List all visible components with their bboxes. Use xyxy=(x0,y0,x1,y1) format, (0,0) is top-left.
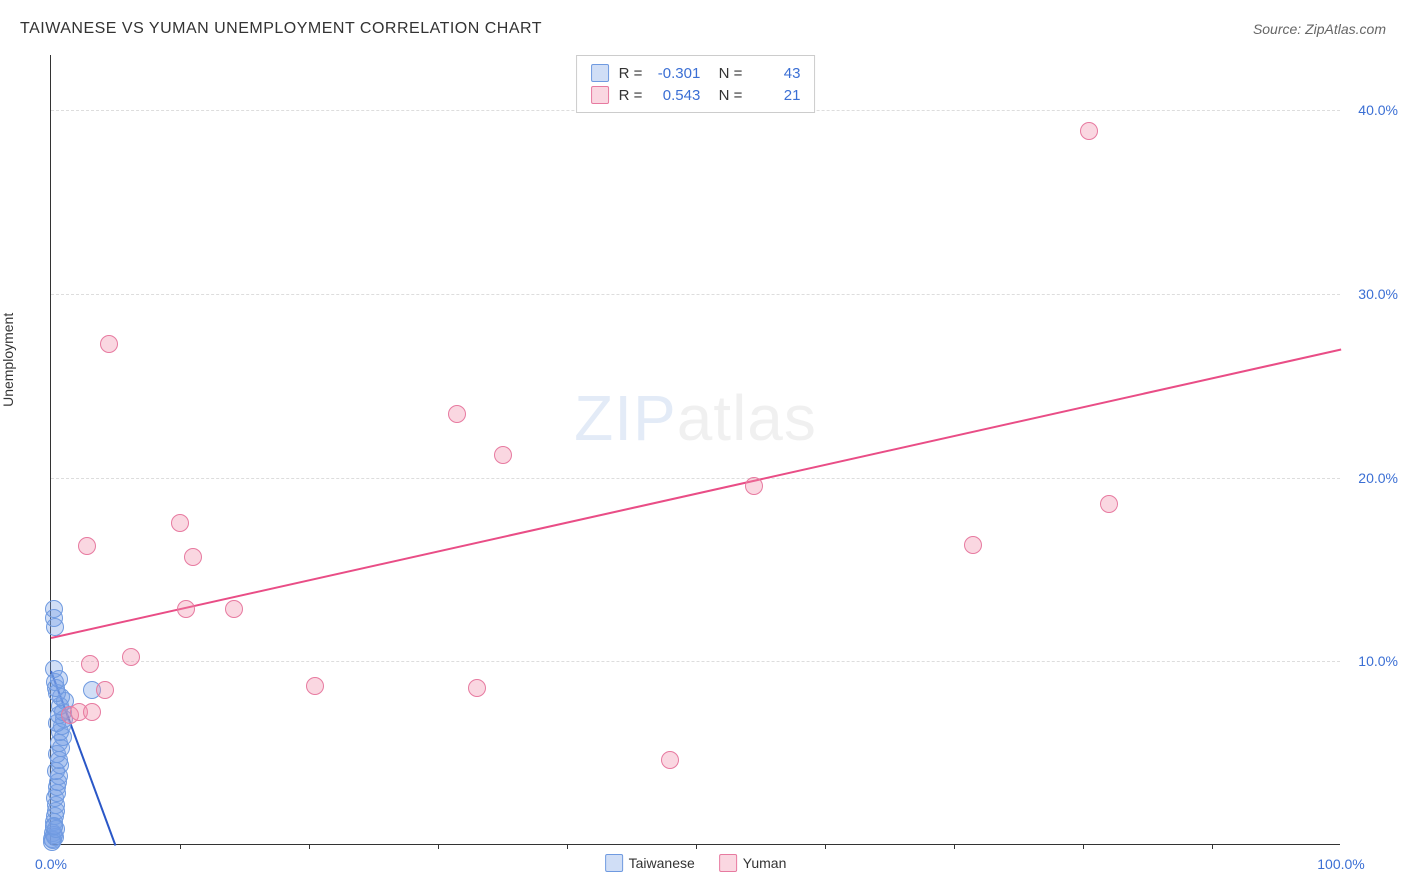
data-point xyxy=(225,600,243,618)
data-point xyxy=(1100,495,1118,513)
data-point xyxy=(78,537,96,555)
data-point xyxy=(1080,122,1098,140)
x-tick-mark xyxy=(1212,844,1213,849)
series-legend: Taiwanese Yuman xyxy=(605,854,787,872)
legend-swatch xyxy=(719,854,737,872)
data-point xyxy=(45,660,63,678)
data-point xyxy=(964,536,982,554)
x-tick-label: 100.0% xyxy=(1317,856,1364,872)
x-tick-mark xyxy=(438,844,439,849)
y-axis-label: Unemployment xyxy=(0,313,16,407)
correlation-legend: R = -0.301 N = 43 R = 0.543 N = 21 xyxy=(576,55,816,113)
chart-header: TAIWANESE VS YUMAN UNEMPLOYMENT CORRELAT… xyxy=(20,20,1386,38)
data-point xyxy=(83,703,101,721)
gridline xyxy=(51,661,1340,662)
legend-label: Yuman xyxy=(743,855,787,871)
data-point xyxy=(171,514,189,532)
r-label: R = xyxy=(619,65,643,82)
data-point xyxy=(306,677,324,695)
chart-source: Source: ZipAtlas.com xyxy=(1253,21,1386,37)
watermark: ZIPatlas xyxy=(574,381,817,455)
legend-row: R = 0.543 N = 21 xyxy=(591,84,801,106)
r-value: -0.301 xyxy=(652,65,700,82)
n-label: N = xyxy=(710,65,742,82)
scatter-chart: ZIPatlas R =-0.301 N =43R =0.543 N =21 T… xyxy=(50,55,1340,845)
data-point xyxy=(468,679,486,697)
y-tick-label: 20.0% xyxy=(1348,470,1398,486)
x-tick-mark xyxy=(954,844,955,849)
x-tick-mark xyxy=(1083,844,1084,849)
legend-swatch xyxy=(605,854,623,872)
data-point xyxy=(494,446,512,464)
data-point xyxy=(100,335,118,353)
data-point xyxy=(45,817,63,835)
data-point xyxy=(96,681,114,699)
data-point xyxy=(661,751,679,769)
x-tick-mark xyxy=(825,844,826,849)
x-tick-label: 0.0% xyxy=(35,856,67,872)
legend-swatch xyxy=(591,86,609,104)
data-point xyxy=(184,548,202,566)
gridline xyxy=(51,478,1340,479)
n-value: 43 xyxy=(752,65,800,82)
r-value: 0.543 xyxy=(652,87,700,104)
x-tick-mark xyxy=(309,844,310,849)
data-point xyxy=(177,600,195,618)
legend-item: Yuman xyxy=(719,854,787,872)
n-value: 21 xyxy=(752,87,800,104)
r-label: R = xyxy=(619,87,643,104)
n-label: N = xyxy=(710,87,742,104)
data-point xyxy=(45,600,63,618)
x-tick-mark xyxy=(567,844,568,849)
legend-row: R = -0.301 N = 43 xyxy=(591,62,801,84)
y-tick-label: 40.0% xyxy=(1348,102,1398,118)
data-point xyxy=(745,477,763,495)
trend-line xyxy=(51,349,1341,639)
data-point xyxy=(448,405,466,423)
chart-title: TAIWANESE VS YUMAN UNEMPLOYMENT CORRELAT… xyxy=(20,20,542,38)
data-point xyxy=(122,648,140,666)
y-tick-label: 10.0% xyxy=(1348,653,1398,669)
data-point xyxy=(81,655,99,673)
gridline xyxy=(51,294,1340,295)
x-tick-mark xyxy=(180,844,181,849)
y-tick-label: 30.0% xyxy=(1348,286,1398,302)
legend-item: Taiwanese xyxy=(605,854,695,872)
legend-swatch xyxy=(591,64,609,82)
x-tick-mark xyxy=(696,844,697,849)
legend-label: Taiwanese xyxy=(629,855,695,871)
